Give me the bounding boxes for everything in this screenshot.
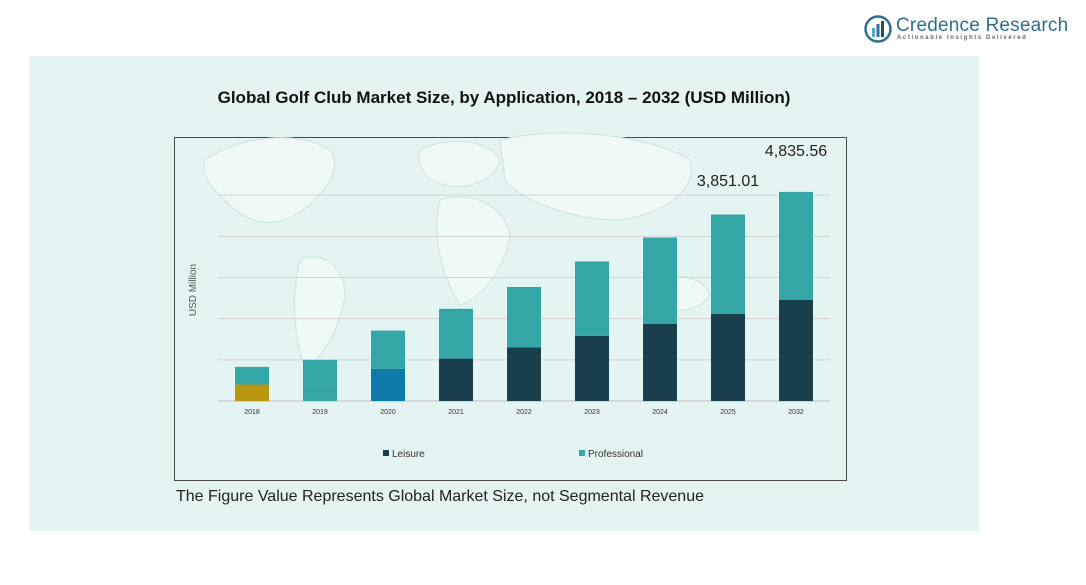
map-landmass (436, 196, 511, 306)
x-tick-label: 2025 (720, 409, 736, 416)
brand-logo: Credence Research Actionable Insights De… (864, 14, 1068, 46)
bar-leisure-2032 (779, 299, 813, 401)
brand-name: Credence Research (896, 15, 1069, 36)
bar-professional-2032 (779, 191, 813, 300)
x-tick-label: 2022 (516, 409, 532, 416)
bar-leisure-2021 (439, 358, 473, 401)
x-tick-label: 2019 (312, 409, 328, 416)
x-tick-label: 2020 (380, 409, 396, 416)
bar-leisure-2025 (711, 313, 745, 401)
map-landmass (499, 132, 693, 221)
bar-professional-2022 (507, 286, 541, 348)
bar-professional-2021 (439, 308, 473, 359)
bar-leisure-2019 (303, 384, 337, 401)
brand-tagline: Actionable Insights Delivered (897, 35, 1028, 41)
bar-professional-2023 (575, 261, 609, 336)
map-landmass (294, 256, 346, 371)
x-tick-label: 2018 (244, 409, 260, 416)
bar-leisure-2020 (371, 368, 405, 401)
footnote: The Figure Value Represents Global Marke… (176, 488, 704, 505)
legend-swatch-professional (579, 450, 585, 456)
bar-chart-logo-icon (864, 15, 892, 43)
bar-leisure-2018 (235, 384, 269, 401)
bar-professional-2019 (303, 359, 337, 385)
map-landmass (203, 137, 336, 223)
bar-leisure-2022 (507, 347, 541, 401)
legend-label-professional: Professional (588, 449, 643, 460)
bar-leisure-2024 (643, 324, 677, 401)
x-tick-label: 2023 (584, 409, 600, 416)
bar-professional-2020 (371, 330, 405, 369)
chart-panel (29, 56, 979, 531)
bar-professional-2024 (643, 237, 677, 325)
legend-label-leisure: Leisure (392, 449, 425, 460)
x-tick-label: 2021 (448, 409, 464, 416)
x-tick-label: 2024 (652, 409, 668, 416)
x-tick-label: 2032 (788, 409, 804, 416)
data-label-2025: 3,851.01 (697, 173, 759, 190)
legend-swatch-leisure (383, 450, 389, 456)
data-label-2032: 4,835.56 (765, 143, 827, 160)
chart-title: Global Golf Club Market Size, by Applica… (217, 88, 791, 107)
bar-professional-2025 (711, 214, 745, 314)
bar-professional-2018 (235, 366, 269, 385)
bar-leisure-2023 (575, 335, 609, 401)
y-axis-label: USD Million (188, 264, 199, 316)
map-landmass (418, 140, 501, 187)
